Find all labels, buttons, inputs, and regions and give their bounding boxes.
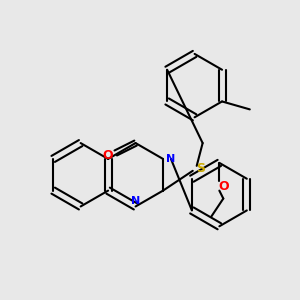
Text: N: N (166, 154, 176, 164)
Text: O: O (103, 149, 113, 162)
Text: N: N (131, 196, 140, 206)
Text: O: O (218, 180, 229, 193)
Text: S: S (196, 162, 205, 175)
